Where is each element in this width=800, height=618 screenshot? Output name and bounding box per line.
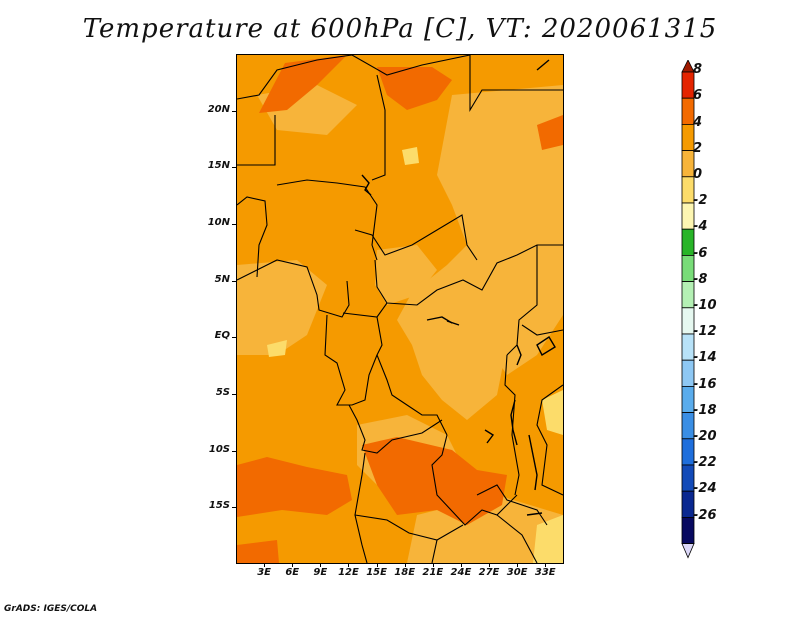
lon-tick xyxy=(460,564,462,567)
lon-tick xyxy=(517,564,519,567)
lat-tick xyxy=(232,110,236,112)
lon-label: 21E xyxy=(422,567,444,578)
colorbar-label: -20 xyxy=(693,429,717,444)
colorbar-label: -14 xyxy=(693,350,717,366)
lon-tick xyxy=(348,564,350,567)
colorbar-label: -6 xyxy=(693,245,708,261)
lon-label: 15E xyxy=(366,567,387,578)
lon-tick xyxy=(489,564,491,567)
lat-label: 10N xyxy=(207,217,230,228)
colorbar-label: -22 xyxy=(693,455,717,471)
lon-label: 9E xyxy=(313,567,328,578)
lakes xyxy=(361,59,556,516)
lat-label: 5N xyxy=(214,273,230,285)
map-title: Temperature at 600hPa [C], VT: 202006131… xyxy=(82,14,718,44)
lon-tick xyxy=(404,564,406,567)
lon-label: 6E xyxy=(285,567,300,578)
lon-tick xyxy=(320,564,322,567)
colorbar-label: -24 xyxy=(693,481,717,497)
temperature-map xyxy=(236,54,564,564)
lat-tick xyxy=(232,224,236,225)
grads-credit: GrADS: IGES/COLA xyxy=(4,604,98,614)
lon-tick xyxy=(264,564,266,567)
lon-tick xyxy=(376,564,378,567)
lon-label: 18E xyxy=(394,567,416,578)
lat-tick xyxy=(232,394,236,395)
colorbar-label: -4 xyxy=(693,219,708,235)
colorbar-label: -26 xyxy=(693,507,717,523)
colorbar-label: 4 xyxy=(693,114,703,130)
lon-tick xyxy=(432,564,434,567)
lat-tick xyxy=(232,167,236,169)
field-minus2-to-0 xyxy=(267,147,563,563)
lat-label: EQ xyxy=(214,330,230,342)
country-borders xyxy=(237,55,563,563)
lon-label: 12E xyxy=(338,567,359,578)
colorbar-label: 0 xyxy=(693,167,703,182)
lat-label: 5S xyxy=(215,387,230,398)
colorbar-label: -16 xyxy=(693,376,717,392)
lat-tick xyxy=(232,337,236,339)
lon-tick xyxy=(545,564,547,567)
lat-tick xyxy=(232,450,236,452)
lon-label: 27E xyxy=(478,567,500,578)
lat-label: 15N xyxy=(207,160,230,172)
lat-label: 15S xyxy=(208,500,230,512)
colorbar-label: 2 xyxy=(693,140,703,156)
colorbar-label: -12 xyxy=(693,324,717,340)
map-canvas xyxy=(237,55,563,563)
lon-label: 3E xyxy=(257,567,271,578)
lat-tick xyxy=(232,280,236,282)
lat-tick xyxy=(232,507,236,509)
lon-label: 24E xyxy=(450,567,472,578)
colorbar-label: 6 xyxy=(693,88,703,104)
colorbar-label: 8 xyxy=(693,62,703,78)
lon-label: 30E xyxy=(506,567,528,578)
colorbar-label: -2 xyxy=(693,193,708,209)
colorbar xyxy=(681,60,695,559)
lat-label: 20N xyxy=(207,103,230,115)
colorbar-label: -8 xyxy=(693,271,708,287)
lon-tick xyxy=(292,564,294,567)
colorbar-label: -18 xyxy=(693,402,717,418)
colorbar-label: -10 xyxy=(693,298,717,313)
colorbar-bottom-arrow xyxy=(681,543,695,559)
lon-label: 33E xyxy=(534,567,556,578)
lat-label: 10S xyxy=(208,443,230,455)
